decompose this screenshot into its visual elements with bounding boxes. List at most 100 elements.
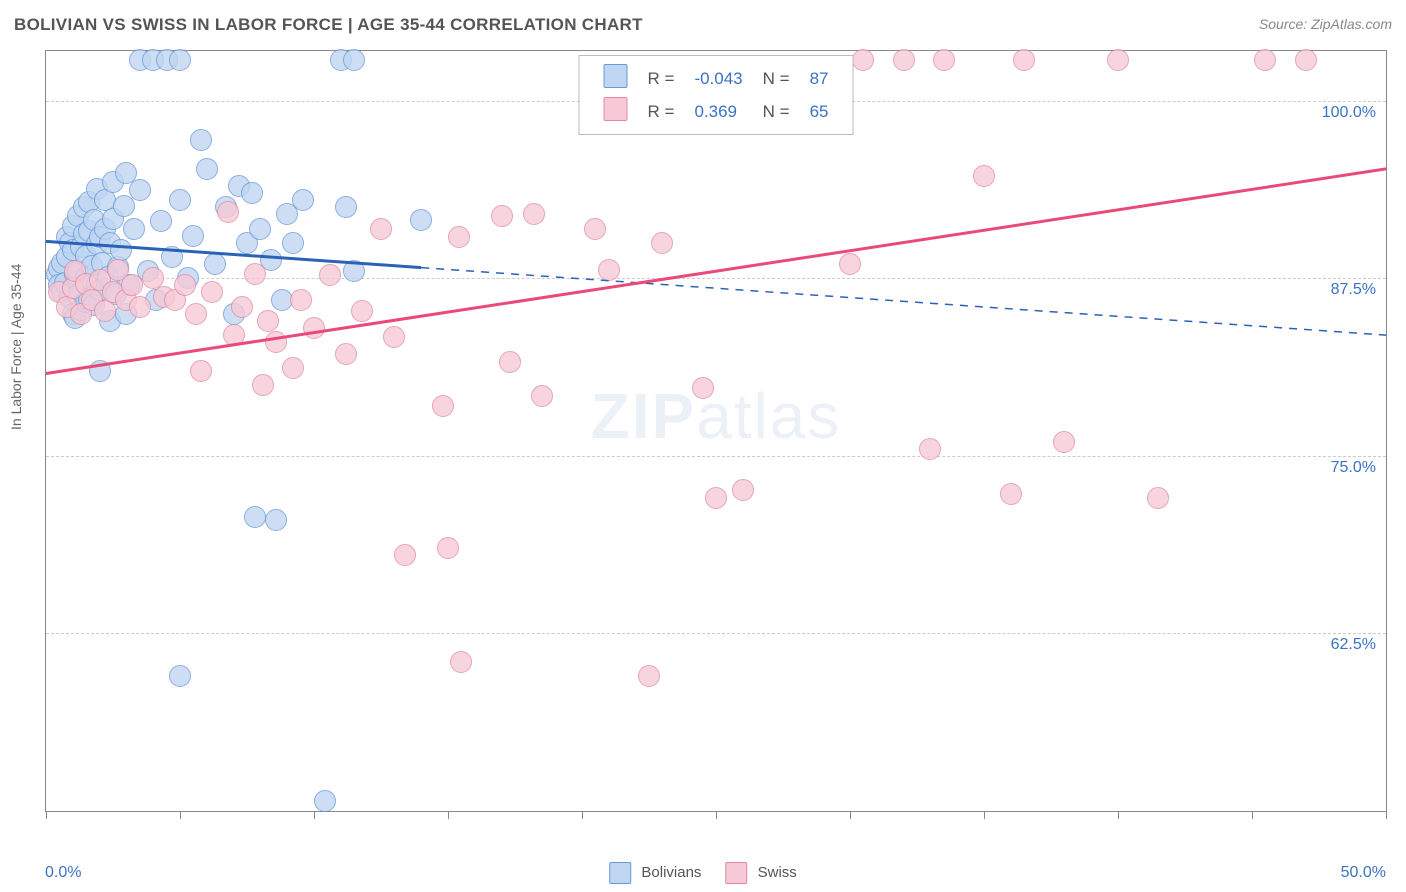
data-point-bolivians: [343, 49, 365, 71]
data-point-bolivians: [249, 218, 271, 240]
stat-n-value-swiss: 65: [800, 95, 839, 128]
source-citation: Source: ZipAtlas.com: [1259, 16, 1392, 34]
x-axis-min-label: 0.0%: [45, 864, 81, 882]
y-axis-label: In Labor Force | Age 35-44: [8, 264, 24, 430]
data-point-bolivians: [161, 246, 183, 268]
x-tick: [448, 811, 449, 819]
x-tick: [1386, 811, 1387, 819]
data-point-bolivians: [150, 210, 172, 232]
legend-swatch-swiss: [604, 97, 628, 121]
data-point-swiss: [217, 201, 239, 223]
stat-r-value-bolivians: -0.043: [684, 62, 752, 95]
data-point-bolivians: [110, 239, 132, 261]
data-point-swiss: [174, 274, 196, 296]
data-point-swiss: [252, 374, 274, 396]
x-axis-max-label: 50.0%: [1341, 864, 1386, 882]
data-point-swiss: [852, 49, 874, 71]
data-point-bolivians: [282, 232, 304, 254]
data-point-swiss: [201, 281, 223, 303]
data-point-bolivians: [314, 790, 336, 812]
x-tick: [582, 811, 583, 819]
data-point-swiss: [1013, 49, 1035, 71]
data-point-swiss: [448, 226, 470, 248]
data-point-swiss: [705, 487, 727, 509]
series-legend: Bolivians Swiss: [609, 862, 797, 884]
x-tick: [850, 811, 851, 819]
y-tick-label: 100.0%: [1322, 104, 1376, 122]
data-point-swiss: [973, 165, 995, 187]
data-point-swiss: [282, 357, 304, 379]
data-point-swiss: [1295, 49, 1317, 71]
data-point-swiss: [1147, 487, 1169, 509]
data-point-swiss: [257, 310, 279, 332]
source-prefix: Source:: [1259, 16, 1311, 32]
data-point-swiss: [1053, 431, 1075, 453]
data-point-bolivians: [169, 665, 191, 687]
data-point-swiss: [121, 274, 143, 296]
data-point-bolivians: [244, 506, 266, 528]
data-point-swiss: [351, 300, 373, 322]
legend-label-bolivians: Bolivians: [641, 864, 701, 881]
data-point-swiss: [244, 263, 266, 285]
data-point-bolivians: [89, 360, 111, 382]
data-point-bolivians: [129, 179, 151, 201]
data-point-swiss: [437, 537, 459, 559]
data-point-swiss: [933, 49, 955, 71]
data-point-swiss: [432, 395, 454, 417]
data-point-swiss: [499, 351, 521, 373]
chart-title: BOLIVIAN VS SWISS IN LABOR FORCE | AGE 3…: [14, 15, 643, 35]
data-point-swiss: [383, 326, 405, 348]
data-point-swiss: [491, 205, 513, 227]
data-point-swiss: [185, 303, 207, 325]
data-point-swiss: [265, 331, 287, 353]
data-point-swiss: [231, 296, 253, 318]
stat-r-value-swiss: 0.369: [684, 95, 752, 128]
data-point-swiss: [370, 218, 392, 240]
stat-n-value-bolivians: 87: [800, 62, 839, 95]
data-point-swiss: [129, 296, 151, 318]
data-point-bolivians: [265, 509, 287, 531]
stat-legend: R = -0.043 N = 87 R = 0.369 N = 65: [579, 55, 854, 135]
y-tick-label: 62.5%: [1331, 636, 1376, 654]
data-point-bolivians: [169, 189, 191, 211]
data-point-swiss: [190, 360, 212, 382]
stat-n-label: N =: [753, 95, 800, 128]
data-point-bolivians: [410, 209, 432, 231]
data-point-swiss: [651, 232, 673, 254]
data-point-swiss: [450, 651, 472, 673]
x-tick: [716, 811, 717, 819]
x-tick: [1118, 811, 1119, 819]
data-point-swiss: [598, 259, 620, 281]
data-point-bolivians: [241, 182, 263, 204]
stat-r-label: R =: [638, 95, 685, 128]
data-point-swiss: [732, 479, 754, 501]
legend-label-swiss: Swiss: [758, 864, 797, 881]
trend-lines: [46, 51, 1386, 811]
data-point-swiss: [584, 218, 606, 240]
data-point-bolivians: [169, 49, 191, 71]
data-point-swiss: [523, 203, 545, 225]
data-point-swiss: [223, 324, 245, 346]
data-point-swiss: [319, 264, 341, 286]
data-point-swiss: [531, 385, 553, 407]
data-point-swiss: [1000, 483, 1022, 505]
y-tick-label: 75.0%: [1331, 459, 1376, 477]
stat-n-label: N =: [753, 62, 800, 95]
data-point-bolivians: [335, 196, 357, 218]
data-point-swiss: [919, 438, 941, 460]
data-point-bolivians: [204, 253, 226, 275]
watermark: ZIPatlas: [591, 379, 842, 453]
x-tick: [46, 811, 47, 819]
legend-item-bolivians: Bolivians: [609, 862, 701, 884]
data-point-swiss: [394, 544, 416, 566]
data-point-swiss: [692, 377, 714, 399]
stat-row-swiss: R = 0.369 N = 65: [594, 95, 839, 128]
data-point-swiss: [303, 317, 325, 339]
data-point-swiss: [1107, 49, 1129, 71]
x-tick: [314, 811, 315, 819]
data-point-swiss: [893, 49, 915, 71]
legend-swatch-bolivians: [604, 64, 628, 88]
gridline: [46, 456, 1386, 457]
x-tick: [984, 811, 985, 819]
data-point-bolivians: [190, 129, 212, 151]
